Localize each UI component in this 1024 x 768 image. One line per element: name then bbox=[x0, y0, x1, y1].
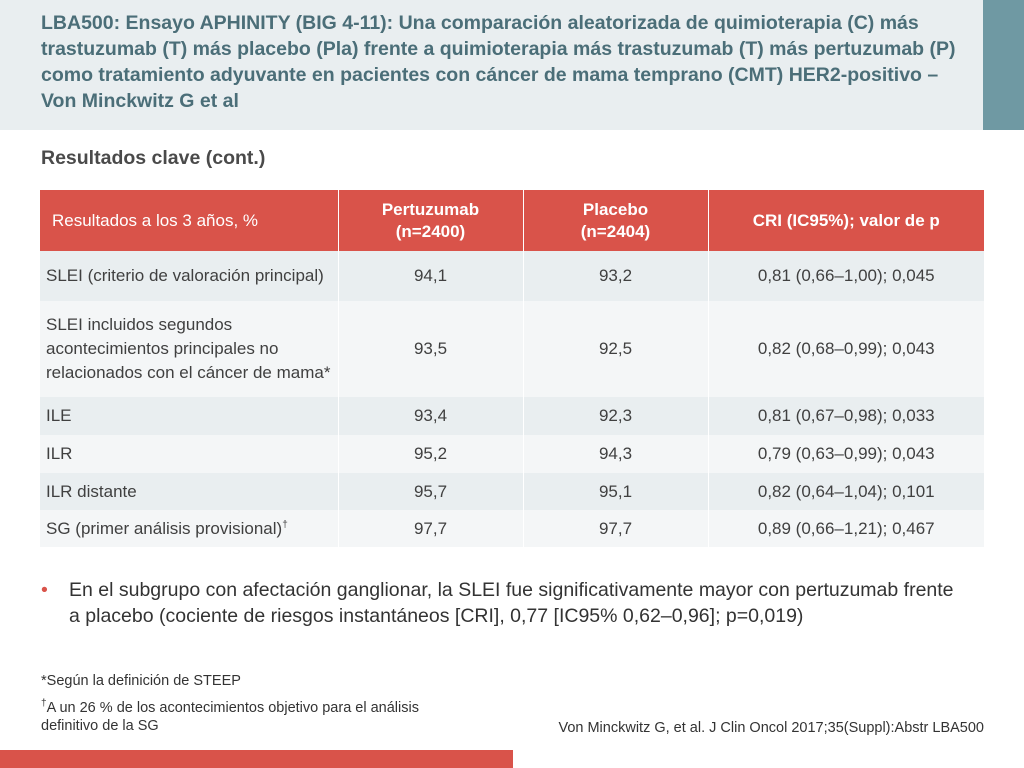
header-pertuzumab: Pertuzumab (n=2400) bbox=[338, 190, 524, 251]
section-subtitle: Resultados clave (cont.) bbox=[41, 147, 266, 169]
bottom-accent-bar bbox=[0, 750, 513, 768]
row-label: ILE bbox=[40, 397, 339, 435]
dagger-mark: † bbox=[41, 698, 47, 710]
table-row: SLEI (criterio de valoración principal) … bbox=[40, 251, 984, 301]
row-label: SG (primer análisis provisional)† bbox=[40, 510, 339, 547]
row-pertuzumab: 93,4 bbox=[338, 397, 524, 435]
row-label: SLEI (criterio de valoración principal) bbox=[40, 251, 339, 301]
row-pertuzumab: 95,7 bbox=[338, 473, 524, 510]
row-hr: 0,82 (0,64–1,04); 0,101 bbox=[708, 473, 984, 510]
bullet-text: En el subgrupo con afectación ganglionar… bbox=[69, 579, 954, 627]
accent-block bbox=[983, 0, 1024, 130]
row-placebo: 94,3 bbox=[523, 435, 709, 473]
row-label: SLEI incluidos segundos acontecimientos … bbox=[40, 301, 339, 397]
footnote-sg: †A un 26 % de los acontecimientos objeti… bbox=[41, 698, 419, 734]
row-label: ILR bbox=[40, 435, 339, 473]
row-pertuzumab: 93,5 bbox=[338, 301, 524, 397]
row-pertuzumab: 95,2 bbox=[338, 435, 524, 473]
row-hr: 0,79 (0,63–0,99); 0,043 bbox=[708, 435, 984, 473]
row-label: ILR distante bbox=[40, 473, 339, 510]
table-row: SG (primer análisis provisional)† 97,7 9… bbox=[40, 510, 984, 547]
row-pertuzumab: 97,7 bbox=[338, 510, 524, 547]
row-hr: 0,89 (0,66–1,21); 0,467 bbox=[708, 510, 984, 547]
table-row: SLEI incluidos segundos acontecimientos … bbox=[40, 301, 984, 397]
results-table: Resultados a los 3 años, % Pertuzumab (n=… bbox=[40, 190, 984, 547]
row-hr: 0,81 (0,66–1,00); 0,045 bbox=[708, 251, 984, 301]
row-placebo: 97,7 bbox=[523, 510, 709, 547]
table-row: ILE 93,4 92,3 0,81 (0,67–0,98); 0,033 bbox=[40, 397, 984, 435]
table-row: ILR distante 95,7 95,1 0,82 (0,64–1,04);… bbox=[40, 473, 984, 510]
footnote-steep: *Según la definición de STEEP bbox=[41, 673, 241, 689]
row-placebo: 93,2 bbox=[523, 251, 709, 301]
row-placebo: 92,3 bbox=[523, 397, 709, 435]
header-outcome: Resultados a los 3 años, % bbox=[40, 190, 339, 251]
row-hr: 0,82 (0,68–0,99); 0,043 bbox=[708, 301, 984, 397]
row-pertuzumab: 94,1 bbox=[338, 251, 524, 301]
row-placebo: 95,1 bbox=[523, 473, 709, 510]
row-placebo: 92,5 bbox=[523, 301, 709, 397]
slide-title: LBA500: Ensayo APHINITY (BIG 4-11): Una … bbox=[41, 12, 956, 112]
citation: Von Minckwitz G, et al. J Clin Oncol 201… bbox=[558, 720, 984, 736]
bullet-icon: • bbox=[41, 579, 48, 601]
table-row: ILR 95,2 94,3 0,79 (0,63–0,99); 0,043 bbox=[40, 435, 984, 473]
header-hr: CRI (IC95%); valor de p bbox=[708, 190, 984, 251]
table-header-row: Resultados a los 3 años, % Pertuzumab (n=… bbox=[40, 190, 984, 251]
header-placebo: Placebo (n=2404) bbox=[523, 190, 709, 251]
title-band bbox=[0, 0, 983, 130]
row-hr: 0,81 (0,67–0,98); 0,033 bbox=[708, 397, 984, 435]
